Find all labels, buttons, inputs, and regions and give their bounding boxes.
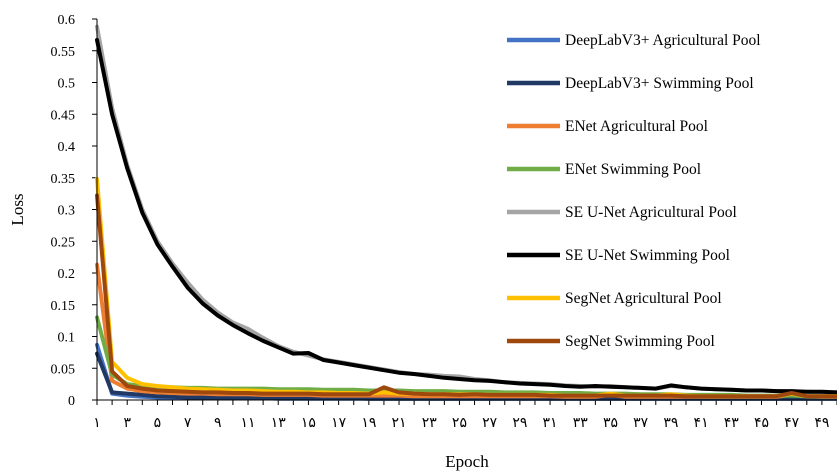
x-tick-label: ۴۷ — [784, 416, 800, 431]
y-tick-label: 0.45 — [51, 108, 76, 123]
x-tick-label: ۳۷ — [633, 416, 649, 431]
x-tick-label: ۲۵ — [452, 416, 467, 431]
x-tick-label: ۱۵ — [301, 416, 316, 431]
legend-label: SegNet Agricultural Pool — [565, 290, 722, 307]
x-tick-label: ۳۵ — [603, 416, 618, 431]
legend-label: SegNet Swimming Pool — [565, 333, 715, 350]
x-tick-label: ۲۹ — [512, 416, 527, 431]
series-line-enet-swimming-pool — [95, 315, 837, 399]
x-tick-label: ۲۳ — [422, 416, 438, 431]
x-axis-label: Epoch — [445, 452, 489, 471]
x-tick-label: ۱۹ — [361, 416, 376, 431]
legend-item: SegNet Agricultural Pool — [507, 290, 722, 307]
y-tick-label: 0.4 — [58, 140, 76, 155]
y-tick-label: 0.2 — [58, 267, 76, 282]
x-axis-ticks: ۱ ۳ ۵ ۷ ۹ ۱۱ ۱۳ ۱۵ ۱۷ ۱۹ ۲۱ ۲۳ ۲۵ ۲۷ ۲۹ ۳۱ ۳۳ ۳۵ ۳۷ ۳۹ ۴۱ ۴۳ ۴… — [93, 400, 837, 431]
x-tick-label: ۱۳ — [271, 416, 287, 431]
x-tick-label: ۱۱ — [240, 416, 255, 431]
legend-label: DeepLabV3+ Agricultural Pool — [565, 32, 761, 49]
legend: DeepLabV3+ Agricultural Pool DeepLabV3+ S… — [507, 32, 761, 350]
legend-label: DeepLabV3+ Swimming Pool — [565, 75, 754, 92]
legend-label: SE U-Net Agricultural Pool — [565, 204, 737, 221]
y-tick-label: 0.3 — [58, 204, 76, 219]
y-tick-label: 0.25 — [51, 235, 76, 250]
y-tick-label: 0.15 — [51, 299, 76, 314]
y-tick-label: 0.55 — [51, 45, 76, 60]
x-tick-label: ۴۹ — [814, 416, 829, 431]
x-tick-label: ۴۳ — [724, 416, 740, 431]
x-tick-label: ۷ — [184, 416, 192, 431]
x-tick-label: ۴۱ — [694, 416, 709, 431]
x-tick-label: ۳۱ — [543, 416, 558, 431]
x-tick-label: ۳۹ — [663, 416, 678, 431]
y-tick-label: 0.35 — [51, 172, 76, 187]
x-tick-label: ۱ — [93, 416, 101, 431]
legend-label: SE U-Net Swimming Pool — [565, 247, 730, 264]
x-tick-label: ۳۳ — [573, 416, 589, 431]
legend-item: SE U-Net Swimming Pool — [507, 247, 730, 264]
series-line-segnet-swimming-pool — [95, 193, 837, 399]
legend-item: SE U-Net Agricultural Pool — [507, 204, 737, 221]
x-tick-label: ۱۷ — [331, 416, 347, 431]
legend-label: ENet Swimming Pool — [565, 161, 701, 178]
legend-item: DeepLabV3+ Swimming Pool — [507, 75, 754, 92]
series-lines — [95, 24, 837, 401]
x-tick-label: ۴۵ — [754, 416, 769, 431]
x-tick-label: ۲۱ — [392, 416, 407, 431]
legend-item: ENet Swimming Pool — [507, 161, 701, 178]
x-tick-label: ۲۷ — [482, 416, 498, 431]
x-tick-label: ۹ — [214, 416, 222, 431]
x-tick-label: ۵ — [154, 416, 162, 431]
legend-item: DeepLabV3+ Agricultural Pool — [507, 32, 761, 49]
legend-item: SegNet Swimming Pool — [507, 333, 715, 350]
y-tick-label: 0.5 — [58, 77, 76, 92]
legend-item: ENet Agricultural Pool — [507, 118, 708, 135]
series-line-se-u-net-swimming-pool — [95, 38, 837, 395]
x-tick-label: ۳ — [123, 416, 131, 431]
y-tick-label: 0.05 — [51, 362, 76, 377]
y-axis-ticks: 0 0.05 0.1 0.15 0.2 0.25 0.3 0.35 0.4 0.45 0.5 0.55… — [51, 13, 97, 409]
y-tick-label: 0.6 — [58, 13, 76, 28]
y-axis-label: Loss — [8, 193, 27, 225]
y-tick-label: 0 — [68, 394, 75, 409]
y-tick-label: 0.1 — [58, 331, 76, 346]
legend-label: ENet Agricultural Pool — [565, 118, 708, 135]
